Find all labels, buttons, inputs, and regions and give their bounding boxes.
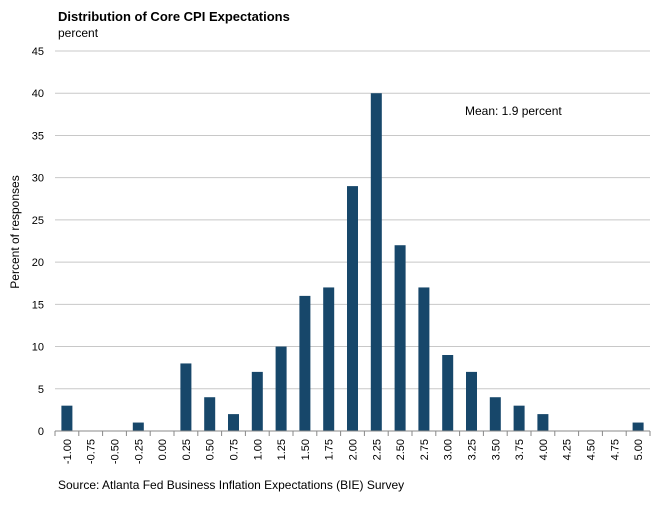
bar-5.00 [632,422,644,431]
x-tick-label: -1.00 [62,439,74,464]
x-tick-label: 3.00 [443,439,455,460]
bar-2.25 [370,93,382,431]
bar--0.25 [132,422,144,431]
chart-title: Distribution of Core CPI Expectations [58,9,290,24]
bar-1.00 [251,371,263,431]
y-tick-label: 0 [38,426,44,438]
gridlines [55,50,650,390]
y-tick-labels: 0 5 10 15 20 25 30 35 40 45 [32,46,44,438]
x-tick-label: 2.50 [395,439,407,460]
bar-2.00 [347,186,358,431]
x-tick-label: 1.25 [276,439,288,460]
x-tick-label: 4.25 [562,439,574,460]
x-tick-label: 0.50 [205,439,217,460]
x-tick-label: 4.50 [586,439,598,460]
bar-3.50 [489,397,501,431]
y-tick-label: 5 [38,384,44,396]
bar-1.25 [275,346,287,431]
bar-0.75 [228,414,239,431]
y-tick-label: 35 [32,130,44,142]
x-tick-label: 5.00 [633,439,645,460]
x-tick-label: 0.25 [181,439,193,460]
y-tick-label: 25 [32,215,44,227]
bar-3.00 [442,355,454,431]
bar-1.75 [323,287,335,431]
x-tick-label: 1.50 [300,439,312,460]
bar-1.50 [299,295,311,431]
y-tick-label: 10 [32,342,44,354]
y-tick-label: 45 [32,46,44,58]
x-tick-label: 4.75 [609,439,621,460]
x-tick-label: 4.00 [538,439,550,460]
x-tick-label: -0.50 [110,439,122,464]
x-tick-label: 1.00 [252,439,264,460]
bar-2.75 [418,287,430,431]
y-tick-label: 20 [32,257,44,269]
mean-annotation: Mean: 1.9 percent [465,104,562,118]
x-tick-label: 0.00 [157,439,169,460]
source-note: Source: Atlanta Fed Business Inflation E… [58,478,405,492]
x-tick-label: 3.75 [514,439,526,460]
bar-2.50 [394,245,406,431]
y-tick-label: 30 [32,173,44,185]
bar-3.75 [513,405,525,431]
bars [61,93,644,431]
x-tick-label: 3.25 [467,439,479,460]
y-axis-label: Percent of responses [8,175,22,288]
bar-0.50 [204,397,216,431]
chart-subtitle: percent [58,26,99,40]
x-tick-label: 2.00 [348,439,360,460]
y-tick-label: 15 [32,299,44,311]
x-tick-labels: -1.00 -0.75 -0.50 -0.25 0.00 0.25 0.50 0.75 1.00… [62,439,645,464]
axes [54,430,651,436]
x-tick-label: 1.75 [324,439,336,460]
bar--1.00 [61,405,73,431]
x-tick-label: 2.25 [371,439,383,460]
bar-3.25 [466,371,477,431]
y-tick-label: 40 [32,88,44,100]
x-tick-label: 3.50 [490,439,502,460]
x-tick-label: 2.75 [419,439,431,460]
bar-4.00 [537,414,549,431]
bar-0.25 [180,363,192,431]
x-tick-label: -0.75 [86,439,98,464]
x-tick-label: -0.25 [133,439,145,464]
x-tick-label: 0.75 [229,439,241,460]
